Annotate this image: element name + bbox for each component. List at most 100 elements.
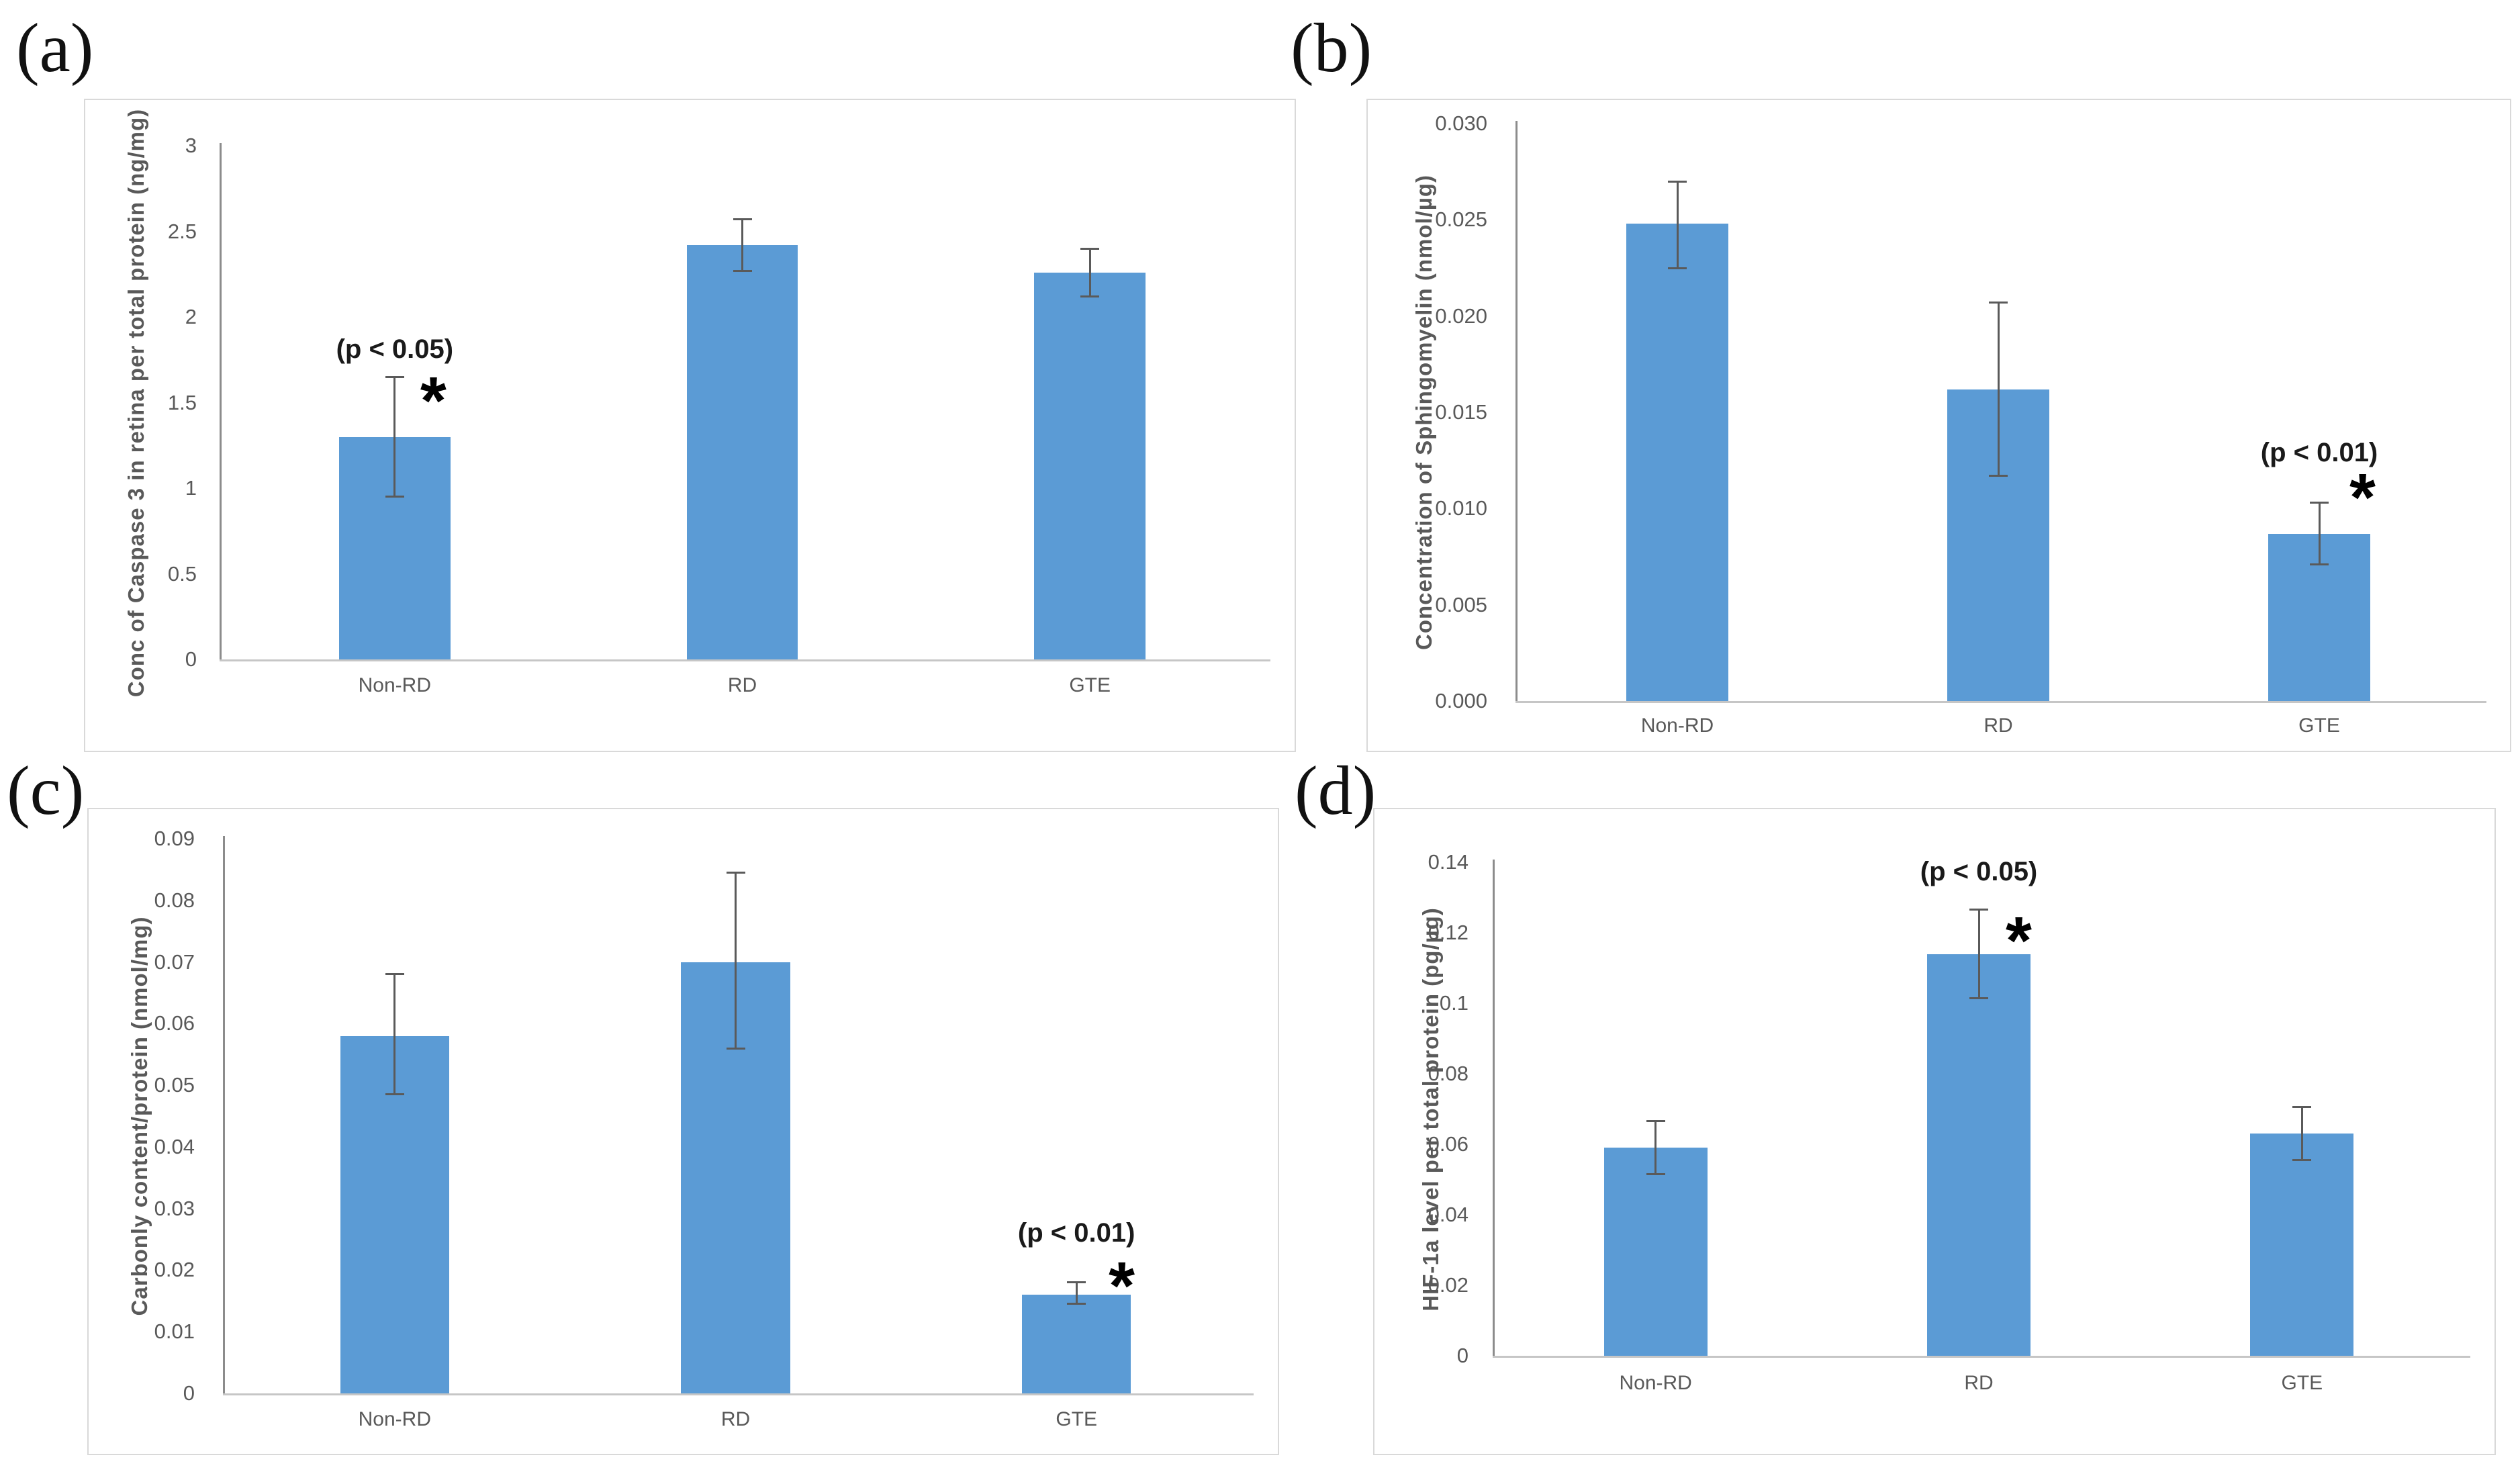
y-axis-line [1493, 860, 1495, 1356]
error-bar-cap-top [2292, 1106, 2312, 1109]
y-tick-label: 0.02 [154, 1258, 195, 1282]
significance-label: (p < 0.01) [1017, 1217, 1135, 1248]
y-tick-label: 0.03 [154, 1196, 195, 1220]
significance-label: (p < 0.05) [336, 334, 454, 365]
x-category-label: GTE [1056, 1408, 1097, 1430]
panel-label-a: (a) [16, 9, 94, 87]
y-axis-line [223, 836, 225, 1393]
x-category-label: Non-RD [358, 674, 431, 696]
error-bar-cap-bottom [1668, 267, 1687, 269]
y-axis-title: Carbonly content/protein (nmol/mg) [127, 916, 152, 1316]
error-bar [1654, 1121, 1657, 1174]
panel-label-b: (b) [1291, 9, 1372, 87]
y-axis-title: HIF-1a level per total protein (pg/µg) [1418, 907, 1443, 1311]
error-bar-cap-top [385, 973, 404, 976]
error-bar [1676, 181, 1679, 268]
y-tick-label: 0.005 [1435, 592, 1487, 616]
bar-gte [2250, 1134, 2354, 1356]
y-tick-label: 0.01 [154, 1320, 195, 1344]
y-axis-title: Conc of Caspase 3 in retina per total pr… [124, 108, 148, 697]
error-bar-cap-bottom [1067, 1303, 1086, 1305]
x-category-label: Non-RD [358, 1408, 431, 1430]
error-bar-cap-bottom [726, 1047, 745, 1050]
y-tick-label: 0.030 [1435, 111, 1487, 135]
y-tick-label: 0 [185, 647, 197, 671]
error-bar-cap-top [1067, 1281, 1086, 1284]
x-axis-line [223, 1393, 1254, 1395]
error-bar-cap-bottom [1080, 295, 1100, 297]
error-bar-cap-bottom [1646, 1173, 1665, 1176]
error-bar [393, 377, 396, 497]
y-tick-label: 0.12 [1428, 921, 1468, 944]
error-bar-cap-top [2310, 502, 2329, 504]
chart-panel-a: Conc of Caspase 3 in retina per total pr… [84, 99, 1296, 752]
y-tick-label: 0.04 [154, 1134, 195, 1158]
significance-star: * [2006, 903, 2032, 978]
y-tick-label: 1 [185, 476, 197, 500]
error-bar [393, 974, 396, 1095]
y-tick-label: 0.010 [1435, 496, 1487, 520]
x-axis-line [220, 659, 1270, 661]
y-tick-label: 0.000 [1435, 689, 1487, 712]
x-category-label: GTE [1069, 674, 1111, 696]
error-bar-cap-bottom [1969, 997, 1988, 999]
error-bar-cap-top [1969, 909, 1988, 911]
y-axis-line [1515, 121, 1518, 701]
x-category-label: GTE [2298, 714, 2340, 737]
x-category-label: RD [720, 1408, 751, 1430]
error-bar [1088, 248, 1091, 297]
significance-star: * [2349, 459, 2376, 535]
bar-gte [1034, 272, 1146, 659]
error-bar-cap-bottom [1989, 475, 2008, 477]
bar-non-rd [1603, 1148, 1708, 1356]
y-tick-label: 3 [185, 134, 197, 157]
error-bar [741, 219, 743, 271]
error-bar-cap-bottom [2310, 563, 2329, 565]
error-bar [1997, 302, 2000, 476]
error-bar [2318, 502, 2321, 565]
bar-non-rd [340, 1035, 450, 1393]
error-bar-cap-top [1668, 180, 1687, 183]
y-tick-label: 0.09 [154, 827, 195, 850]
y-tick-label: 0.02 [1428, 1273, 1468, 1297]
significance-label: (p < 0.05) [1920, 856, 2038, 886]
y-tick-label: 1.5 [167, 390, 197, 414]
x-axis-line [1493, 1356, 2470, 1358]
error-bar-cap-top [733, 218, 752, 221]
x-category-label: Non-RD [1619, 1372, 1692, 1394]
chart-panel-b: Concentration of Sphingomyelin (nmol/µg)… [1366, 99, 2511, 752]
y-axis-title: Concentration of Sphingomyelin (nmol/µg) [1411, 175, 1436, 650]
chart-panel-c: Carbonly content/protein (nmol/mg) 0 0.01 0… [87, 808, 1279, 1455]
error-bar-cap-top [1989, 302, 2008, 304]
y-tick-label: 0.06 [1428, 1132, 1468, 1156]
y-tick-label: 0.020 [1435, 304, 1487, 328]
bar-rd [686, 244, 798, 659]
y-tick-label: 0.1 [1439, 991, 1468, 1015]
significance-star: * [1109, 1248, 1135, 1324]
error-bar-cap-bottom [733, 269, 752, 272]
y-tick-label: 2.5 [167, 219, 197, 243]
x-axis-line [1515, 701, 2486, 703]
y-tick-label: 0.04 [1428, 1203, 1468, 1226]
significance-star: * [420, 363, 447, 439]
y-tick-label: 0.08 [1428, 1062, 1468, 1085]
y-tick-label: 2 [185, 305, 197, 328]
error-bar [1977, 909, 1980, 999]
error-bar-cap-bottom [385, 496, 404, 498]
error-bar [735, 872, 737, 1049]
error-bar-cap-bottom [2292, 1159, 2312, 1162]
bar-non-rd [1626, 224, 1729, 701]
panel-label-c: (c) [7, 752, 85, 829]
x-category-label: GTE [2281, 1372, 2323, 1394]
y-tick-label: 0.08 [154, 888, 195, 912]
significance-label: (p < 0.01) [2260, 437, 2378, 467]
chart-panel-d: HIF-1a level per total protein (pg/µg) 0 0… [1373, 808, 2496, 1455]
panel-label-d: (d) [1295, 752, 1376, 829]
y-tick-label: 0 [183, 1381, 195, 1405]
bar-rd [1926, 954, 2031, 1356]
error-bar-cap-top [1646, 1120, 1665, 1123]
x-category-label: RD [1984, 714, 2013, 737]
y-tick-label: 0.05 [154, 1073, 195, 1097]
error-bar-cap-top [1080, 247, 1100, 250]
